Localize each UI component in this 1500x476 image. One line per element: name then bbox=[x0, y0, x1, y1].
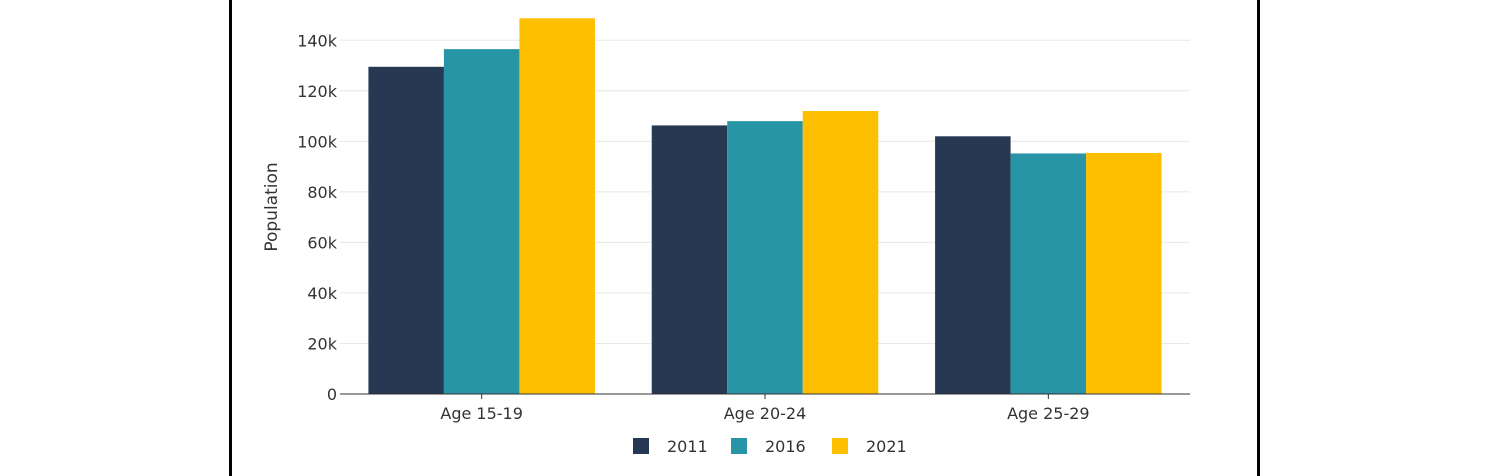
y-tick-label: 140k bbox=[297, 31, 338, 50]
legend-label-2021: 2021 bbox=[866, 437, 907, 456]
bar-2016-age-25-29 bbox=[1010, 153, 1087, 394]
legend-swatch-2021 bbox=[832, 438, 848, 454]
bar-2016-age-15-19 bbox=[443, 49, 520, 395]
y-tick-label: 60k bbox=[307, 233, 337, 252]
y-tick-label: 120k bbox=[297, 82, 338, 101]
bar-2021-age-20-24 bbox=[802, 111, 879, 394]
y-tick-label: 80k bbox=[307, 183, 337, 202]
bar-2021-age-25-29 bbox=[1086, 152, 1162, 394]
x-tick-label: Age 15-19 bbox=[440, 404, 523, 423]
legend-label-2016: 2016 bbox=[765, 437, 806, 456]
legend: 2011 2016 2021 bbox=[633, 437, 907, 456]
y-tick-label: 20k bbox=[307, 334, 337, 353]
y-axis: 0 20k 40k 60k 80k 100k 120k 140k bbox=[297, 31, 338, 404]
bars bbox=[368, 18, 1162, 395]
y-tick-label: 100k bbox=[297, 132, 338, 151]
legend-swatch-2016 bbox=[731, 438, 747, 454]
y-tick-label: 0 bbox=[327, 385, 337, 404]
legend-label-2011: 2011 bbox=[667, 437, 708, 456]
x-axis: Age 15-19 Age 20-24 Age 25-29 bbox=[440, 394, 1090, 423]
y-axis-title: Population bbox=[262, 162, 282, 251]
x-tick-label: Age 25-29 bbox=[1007, 404, 1090, 423]
y-tick-label: 40k bbox=[307, 284, 337, 303]
legend-swatch-2011 bbox=[633, 438, 649, 454]
x-tick-label: Age 20-24 bbox=[724, 404, 807, 423]
bar-2011-age-25-29 bbox=[935, 136, 1011, 394]
bar-2011-age-15-19 bbox=[368, 66, 444, 395]
bar-2016-age-20-24 bbox=[727, 121, 803, 395]
bar-2021-age-15-19 bbox=[519, 18, 595, 394]
bar-2011-age-20-24 bbox=[651, 125, 728, 394]
